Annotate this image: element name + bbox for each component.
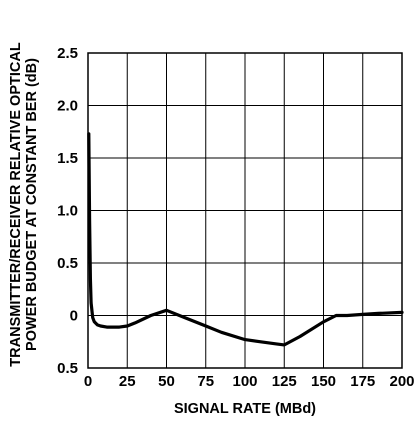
x-tick-label: 25 xyxy=(119,373,136,390)
series-group xyxy=(87,132,404,347)
grid xyxy=(87,52,403,369)
x-tick-label: 50 xyxy=(158,373,175,390)
x-tick-label: 150 xyxy=(311,373,336,390)
y-tick-label: 2.0 xyxy=(57,98,78,115)
y-tick-label: 0.5 xyxy=(57,255,78,272)
y-tick-label: 0.5 xyxy=(57,360,78,377)
y-tick-label: 1.0 xyxy=(57,203,78,220)
series-line-0 xyxy=(87,132,404,347)
y-tick-label: 2.5 xyxy=(57,45,78,62)
x-tick-label: 125 xyxy=(272,373,297,390)
y-axis-label-line-2: POWER BUDGET AT CONSTANT BER (dB) xyxy=(24,58,40,351)
y-axis-label-line-1: TRANSMITTER/RECEIVER RELATIVE OPTICAL xyxy=(8,42,24,367)
x-tick-label: 75 xyxy=(197,373,214,390)
y-tick-label: 0 xyxy=(70,308,78,325)
x-axis-ticks: 0 25 50 75 100 125 150 175 200 xyxy=(84,373,415,390)
x-tick-label: 0 xyxy=(84,373,92,390)
x-tick-label: 100 xyxy=(232,373,257,390)
y-axis-ticks: 2.5 2.0 1.5 1.0 0.5 0 0.5 xyxy=(57,45,78,377)
x-axis-label: SIGNAL RATE (MBd) xyxy=(174,401,316,417)
y-tick-label: 1.5 xyxy=(57,150,78,167)
x-tick-label: 200 xyxy=(389,373,414,390)
x-tick-label: 175 xyxy=(350,373,375,390)
